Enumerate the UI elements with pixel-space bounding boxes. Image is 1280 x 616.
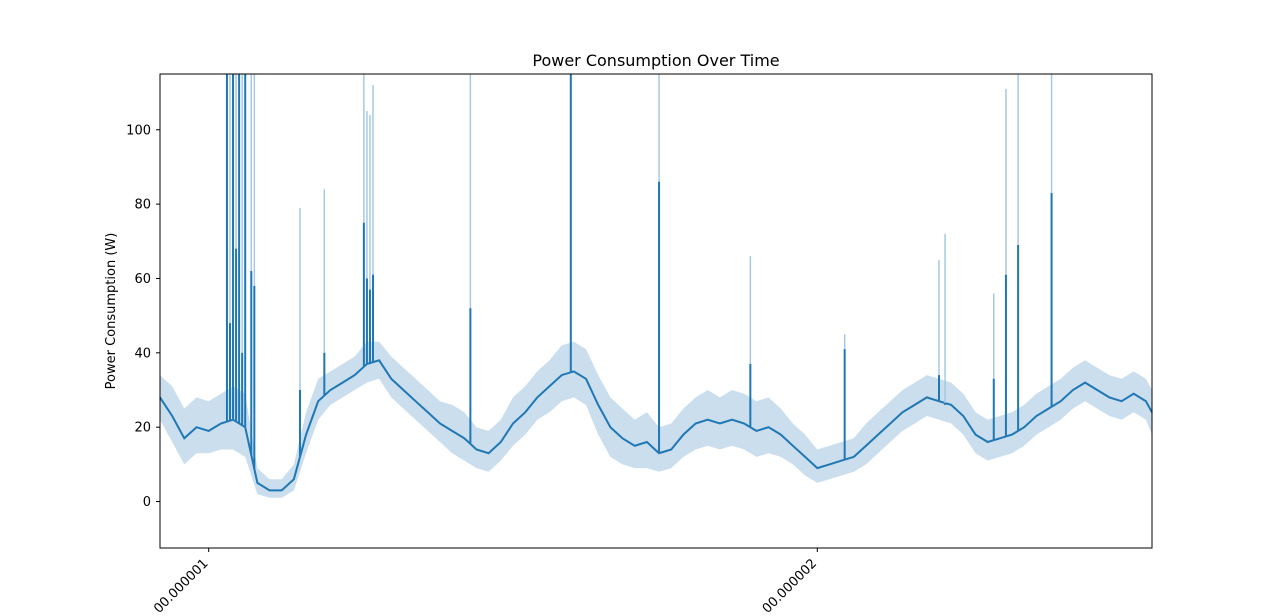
confidence-band [160, 341, 1152, 498]
confidence-band-area [160, 341, 1152, 498]
chart-title: Power Consumption Over Time [532, 51, 779, 70]
y-tick-label: 60 [134, 272, 151, 287]
spikes [225, 74, 1053, 469]
y-tick-label: 100 [126, 123, 151, 138]
y-tick-label: 20 [134, 421, 151, 436]
y-tick-label: 40 [134, 346, 151, 361]
y-tick-label: 0 [143, 495, 151, 510]
y-axis: 0 20 40 60 80 100 [126, 123, 160, 510]
y-axis-label: Power Consumption (W) [104, 233, 119, 390]
y-tick-label: 80 [134, 198, 151, 213]
plot-frame [159, 73, 1153, 549]
x-axis: 00.000001 00.000002 [151, 548, 820, 616]
x-tick-label: 00.000002 [760, 556, 820, 616]
x-tick-label: 00.000001 [151, 556, 211, 616]
